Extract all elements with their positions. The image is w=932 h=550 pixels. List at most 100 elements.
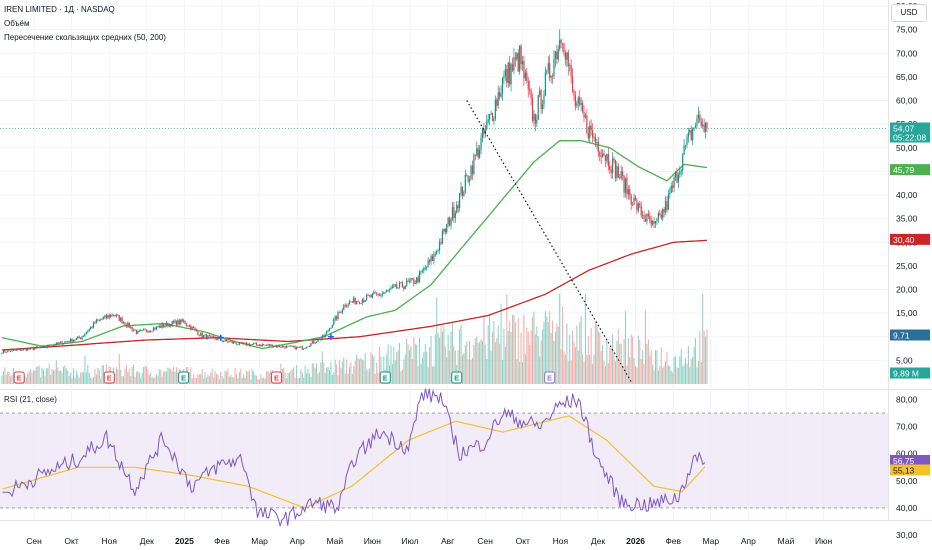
candle-body	[687, 132, 689, 137]
volume-bar	[480, 339, 482, 384]
candle-body	[617, 166, 619, 178]
candle-body	[303, 348, 305, 350]
volume-bar	[204, 372, 206, 384]
candle-body	[603, 153, 605, 156]
volume-bar	[140, 377, 142, 384]
candle-body	[122, 322, 125, 324]
volume-bar	[637, 335, 639, 384]
volume-bar	[679, 356, 681, 384]
candle-body	[486, 121, 488, 130]
volume-bar	[640, 358, 642, 384]
candle-body	[483, 128, 485, 135]
currency-button[interactable]: USD	[891, 4, 927, 22]
candle-body	[417, 277, 419, 282]
candle-body	[102, 317, 105, 320]
volume-bar	[413, 336, 415, 384]
candle-body	[428, 260, 431, 262]
candle-body	[152, 327, 155, 332]
volume-bar	[477, 342, 479, 384]
candle-body	[275, 345, 278, 347]
volume-bar	[653, 369, 655, 384]
volume-bar	[526, 327, 528, 384]
candle-body	[557, 49, 559, 60]
candle-body	[494, 99, 496, 119]
candle-body	[476, 148, 478, 156]
candle-body	[5, 352, 7, 353]
candle-body	[376, 293, 378, 295]
volume-bar	[151, 377, 153, 384]
ma-cross-legend[interactable]: Пересечение скользящих средних (50, 200)	[4, 33, 166, 42]
volume-bar	[203, 378, 205, 384]
volume-bar	[549, 311, 551, 384]
volume-bar	[573, 341, 575, 384]
volume-bar	[244, 377, 246, 384]
volume-bar	[407, 344, 409, 384]
volume-bar	[401, 369, 403, 384]
candle-body	[331, 324, 333, 329]
volume-bar	[124, 368, 126, 384]
price-tick-label: 20,00	[896, 285, 918, 295]
candle-body	[647, 213, 649, 216]
candle-body	[261, 344, 263, 347]
volume-bar	[563, 351, 565, 384]
candle-body	[464, 174, 466, 192]
candle-body	[620, 171, 622, 179]
candle-body	[234, 342, 236, 344]
volume-bar	[73, 367, 74, 384]
volume-bar	[205, 377, 207, 384]
candle-body	[128, 322, 130, 328]
candle-body	[284, 346, 286, 349]
candle-body	[570, 65, 572, 77]
candle-body	[460, 186, 462, 194]
volume-bar	[7, 371, 9, 384]
candle-body	[218, 338, 220, 339]
candle-body	[178, 320, 180, 324]
volume-bar	[98, 369, 100, 384]
candle-body	[563, 43, 565, 53]
symbol-title[interactable]: IREN LIMITED · 1Д · NASDAQ	[4, 5, 115, 14]
volume-bar	[264, 378, 266, 384]
candle-body	[330, 328, 332, 329]
volume-bar	[394, 360, 396, 384]
candle-body	[8, 350, 10, 352]
candle-body	[290, 345, 292, 347]
volume-bar	[404, 354, 406, 384]
candle-body	[574, 95, 577, 107]
candle-body	[42, 345, 45, 347]
candle-body	[238, 342, 240, 345]
candle-body	[132, 329, 135, 331]
candle-body	[334, 316, 336, 320]
volume-bar	[158, 369, 160, 384]
volume-bar	[133, 364, 135, 384]
candle-body	[45, 347, 47, 349]
volume-bar	[356, 354, 358, 384]
candle-body	[118, 315, 120, 321]
candle-body	[82, 335, 85, 337]
volume-bar	[343, 357, 345, 384]
candle-body	[531, 98, 534, 121]
candle-body	[231, 341, 233, 344]
candle-body	[423, 268, 425, 271]
candle-body	[398, 282, 401, 288]
candle-body	[466, 174, 468, 176]
volume-bar	[45, 368, 47, 384]
volume-bar	[231, 377, 233, 384]
candle-body	[507, 62, 509, 83]
candle-body	[602, 153, 604, 158]
volume-legend[interactable]: Объём	[4, 19, 30, 28]
candle-body	[38, 347, 40, 349]
candle-body	[300, 346, 302, 348]
candle-body	[633, 197, 635, 205]
candle-body	[700, 121, 702, 127]
candle-body	[9, 350, 12, 352]
candle-body	[699, 114, 701, 122]
candle-body	[121, 317, 123, 324]
volume-bar	[604, 366, 606, 384]
candle-body	[381, 293, 383, 295]
time-tick-label: Окт	[516, 536, 530, 546]
volume-bar	[467, 359, 469, 384]
rsi-legend[interactable]: RSI (21, close)	[4, 395, 57, 404]
volume-bar	[341, 361, 343, 384]
candle-body	[233, 342, 235, 344]
